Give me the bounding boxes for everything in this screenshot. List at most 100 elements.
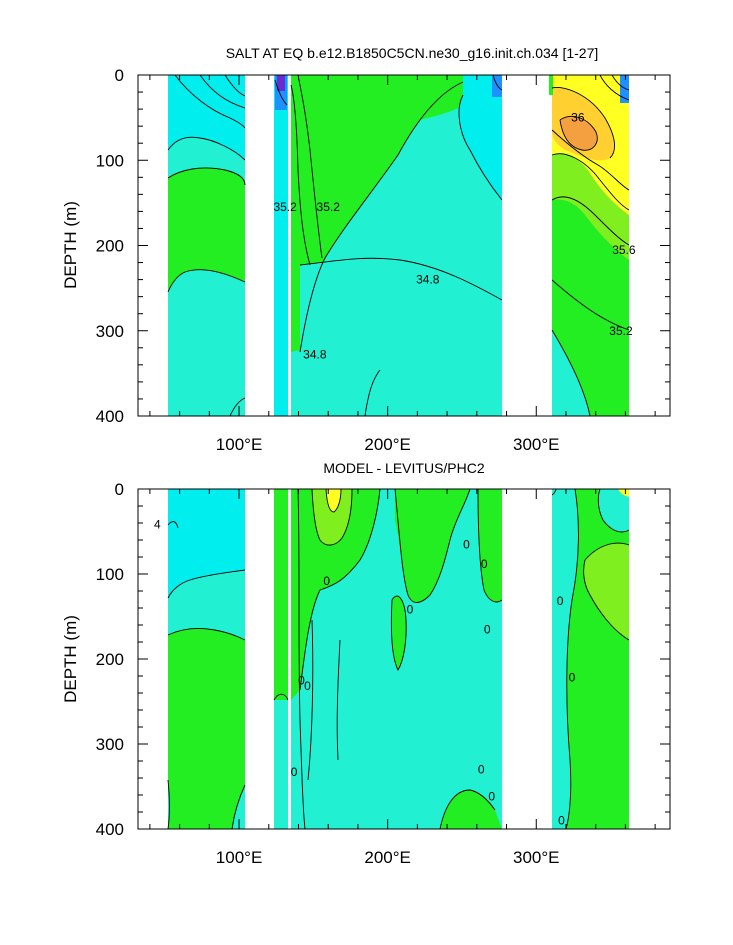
salinity-contours (167, 75, 630, 416)
difference-field (167, 489, 630, 829)
y-tick-label: 100 (96, 151, 124, 170)
contour-line (584, 542, 630, 561)
contour-line (167, 779, 170, 829)
contour-line (551, 196, 630, 246)
pacific-yellow-core (326, 489, 341, 512)
atlantic-orange-core (560, 116, 598, 151)
contour-label: 0 (407, 603, 414, 617)
maritime-surface-core (277, 75, 285, 91)
contour-line (551, 279, 630, 331)
indian-aqua-band (168, 570, 245, 640)
contour-label: 0 (558, 814, 565, 828)
y-axis-label: DEPTH (m) (61, 615, 80, 703)
contour-line (364, 369, 381, 416)
contour-line (439, 789, 496, 829)
x-tick-label: 100°E (216, 848, 263, 867)
y-axis-label: DEPTH (m) (61, 201, 80, 289)
contour-line (551, 87, 616, 159)
contour-label: 35.2 (317, 200, 341, 214)
contour-label: 34.8 (416, 273, 440, 287)
y-tick-label: 0 (115, 480, 124, 499)
panel-title: MODEL - LEVITUS/PHC2 (323, 460, 485, 476)
atlantic-lime (552, 153, 629, 260)
salinity-panel: SALT AT EQ b.e12.B1850C5CN.ne30_g16.init… (61, 45, 671, 454)
atlantic-surface-yellow (618, 489, 629, 497)
contour-line (224, 75, 246, 97)
y-tick-label: 400 (96, 407, 124, 426)
pacific-east-cyan (459, 75, 502, 200)
contour-label: 0 (481, 557, 488, 571)
y-tick-label: 300 (96, 322, 124, 341)
indian-ocean-surface-cyan (168, 75, 245, 160)
pacific-lime-core (312, 489, 352, 546)
x-tick-label: 300°E (513, 848, 560, 867)
contour-line (336, 639, 341, 761)
contour-line (307, 619, 314, 781)
panel-title: SALT AT EQ b.e12.B1850C5CN.ne30_g16.init… (226, 45, 599, 61)
contour-label: 35.2 (273, 200, 297, 214)
indian-ocean-green-tongue (168, 167, 245, 292)
maritime-block (274, 75, 288, 416)
contour-line (477, 489, 503, 603)
contour-label: 0 (323, 574, 330, 588)
contour-line (583, 559, 630, 641)
x-tick-label: 100°E (216, 435, 263, 454)
y-tick-label: 100 (96, 565, 124, 584)
difference-panel: MODEL - LEVITUS/PHC2 (61, 460, 671, 867)
contour-line (597, 489, 630, 533)
contour-line (174, 75, 246, 129)
atlantic-green (552, 196, 629, 416)
contour-label: 0 (463, 537, 470, 551)
contour-label: 0 (488, 790, 495, 804)
contour-line (611, 75, 630, 91)
contour-label: 35.2 (609, 324, 633, 338)
contour-label: 4 (154, 518, 161, 532)
contour-line (299, 489, 381, 691)
contour-line (299, 257, 503, 301)
contour-line (458, 94, 503, 201)
contour-line (167, 269, 246, 293)
contour-label: 0 (557, 594, 564, 608)
difference-contours (167, 489, 630, 829)
x-tick-label: 200°E (364, 848, 411, 867)
atlantic-aqua-right (598, 489, 629, 532)
salinity-field (167, 75, 630, 416)
pacific-mid-green (391, 596, 407, 670)
contour-label: 35.6 (612, 243, 636, 257)
contour-line (325, 489, 342, 513)
x-tick-label: 200°E (364, 435, 411, 454)
contour-line (599, 75, 630, 101)
contour-label: 0 (569, 671, 576, 685)
y-tick-label: 400 (96, 820, 124, 839)
contour-line (551, 129, 630, 191)
contour-label: 0 (304, 679, 311, 693)
contour-line (390, 595, 407, 671)
contour-labels: 35.2 35.2 34.8 34.8 36 35.6 35.2 (273, 111, 635, 362)
contour-label: 0 (291, 765, 298, 779)
contour-line (551, 329, 591, 416)
contour-line (551, 153, 630, 211)
x-tick-label: 300°E (513, 435, 560, 454)
contour-line (565, 489, 579, 829)
contour-line (229, 397, 246, 416)
contour-label: 34.8 (303, 348, 327, 362)
maritime-aqua-lower (274, 700, 288, 829)
contour-line (167, 136, 246, 161)
contour-line (167, 167, 246, 186)
contour-line (199, 75, 246, 109)
contour-label: 36 (571, 111, 585, 125)
atlantic-lime-patch (583, 543, 629, 640)
y-tick-label: 200 (96, 650, 124, 669)
contour-line (167, 521, 179, 529)
contour-line (290, 84, 311, 266)
contour-label: 0 (478, 763, 485, 777)
contour-line (167, 569, 246, 599)
y-tick-label: 0 (115, 66, 124, 85)
contour-line (167, 628, 246, 641)
pacific-deeper-cyan (300, 258, 502, 416)
contour-line (311, 489, 353, 546)
pacific-central-green (395, 489, 470, 603)
